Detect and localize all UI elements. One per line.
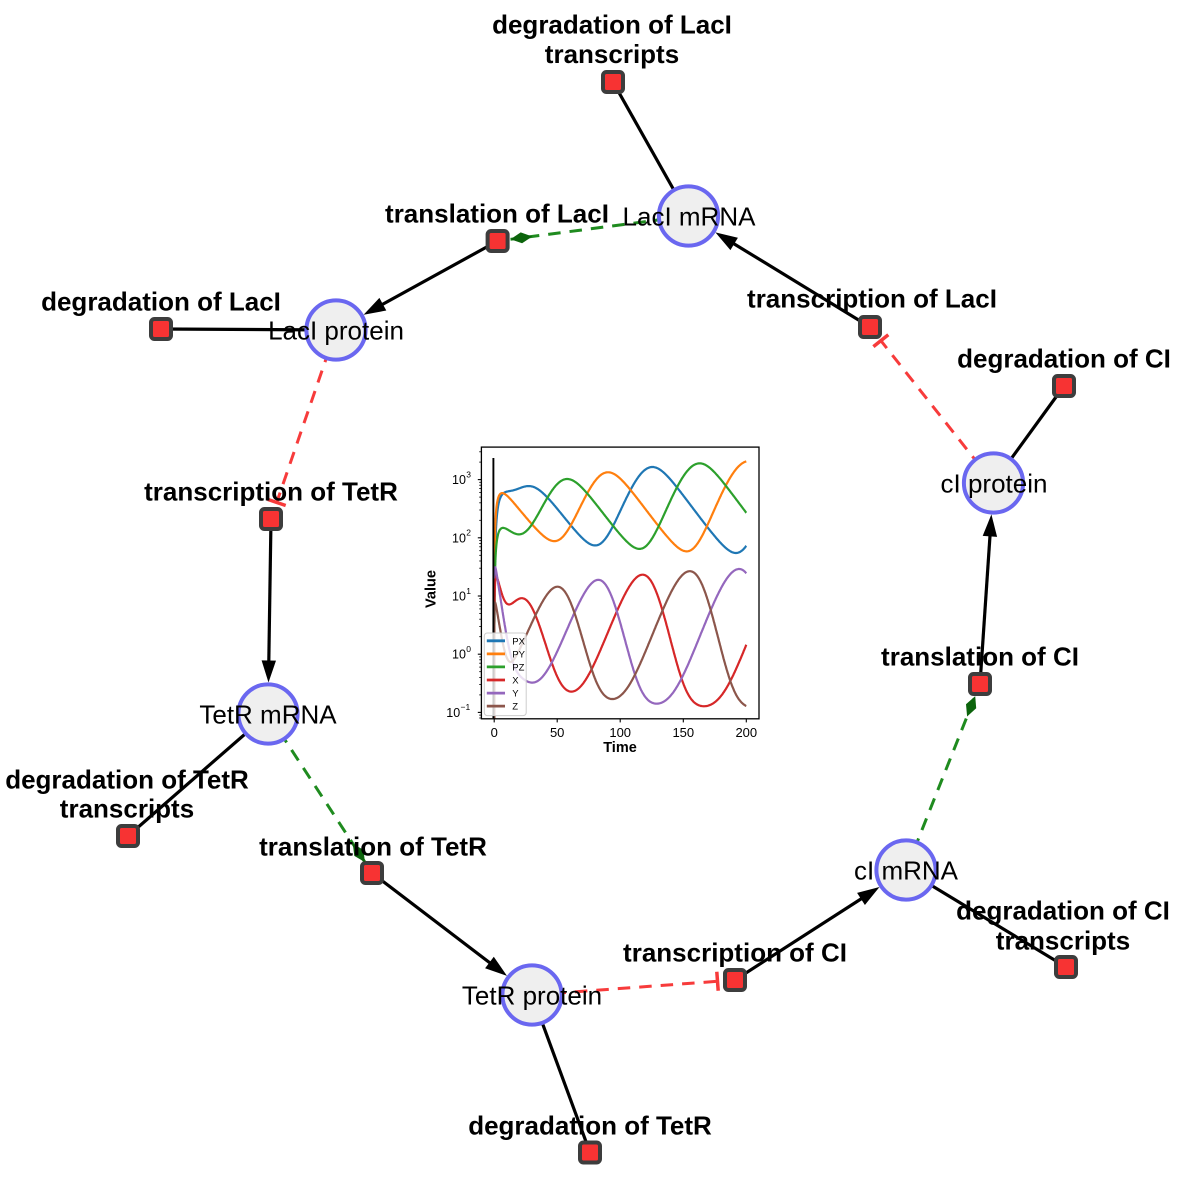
svg-text:transcription of LacI: transcription of LacI (747, 284, 997, 314)
svg-text:degradation of LacI: degradation of LacI (41, 287, 281, 317)
svg-text:TetR protein: TetR protein (462, 981, 602, 1011)
svg-text:degradation of CI: degradation of CI (956, 896, 1170, 926)
svg-text:X: X (512, 676, 519, 687)
svg-text:10: 10 (452, 648, 466, 662)
svg-text:200: 200 (735, 725, 757, 740)
svg-text:translation of CI: translation of CI (881, 642, 1079, 672)
svg-text:Z: Z (512, 702, 518, 713)
svg-text:10: 10 (446, 706, 460, 720)
svg-text:cI mRNA: cI mRNA (854, 856, 959, 886)
svg-text:Y: Y (512, 689, 519, 700)
svg-text:−1: −1 (461, 702, 471, 712)
svg-text:transcripts: transcripts (60, 794, 194, 824)
svg-text:3: 3 (466, 469, 471, 479)
svg-text:50: 50 (550, 725, 564, 740)
svg-text:Time: Time (603, 740, 637, 756)
svg-text:PY: PY (512, 649, 525, 660)
svg-text:transcripts: transcripts (996, 926, 1130, 956)
svg-text:1: 1 (466, 586, 471, 596)
svg-text:TetR mRNA: TetR mRNA (199, 700, 337, 730)
svg-text:degradation of CI: degradation of CI (957, 344, 1171, 374)
svg-text:PX: PX (512, 636, 525, 647)
svg-text:2: 2 (466, 528, 471, 538)
svg-text:10: 10 (452, 590, 466, 604)
svg-text:transcription of TetR: transcription of TetR (144, 477, 398, 507)
svg-text:100: 100 (609, 725, 631, 740)
svg-text:cI protein: cI protein (941, 469, 1048, 499)
svg-text:transcription of CI: transcription of CI (623, 938, 847, 968)
svg-text:degradation of TetR: degradation of TetR (468, 1111, 712, 1141)
svg-text:10: 10 (452, 473, 466, 487)
svg-text:degradation of TetR: degradation of TetR (5, 765, 249, 795)
svg-text:0: 0 (466, 644, 471, 654)
svg-text:PZ: PZ (512, 662, 524, 673)
svg-text:degradation of LacI: degradation of LacI (492, 10, 732, 40)
svg-text:0: 0 (491, 725, 498, 740)
svg-text:transcripts: transcripts (545, 39, 679, 69)
svg-text:10: 10 (452, 531, 466, 545)
svg-text:LacI mRNA: LacI mRNA (623, 202, 757, 232)
svg-text:Value: Value (424, 570, 440, 608)
svg-text:translation of LacI: translation of LacI (385, 199, 609, 229)
svg-text:translation of TetR: translation of TetR (259, 832, 487, 862)
svg-text:150: 150 (672, 725, 694, 740)
svg-text:LacI protein: LacI protein (268, 316, 404, 346)
